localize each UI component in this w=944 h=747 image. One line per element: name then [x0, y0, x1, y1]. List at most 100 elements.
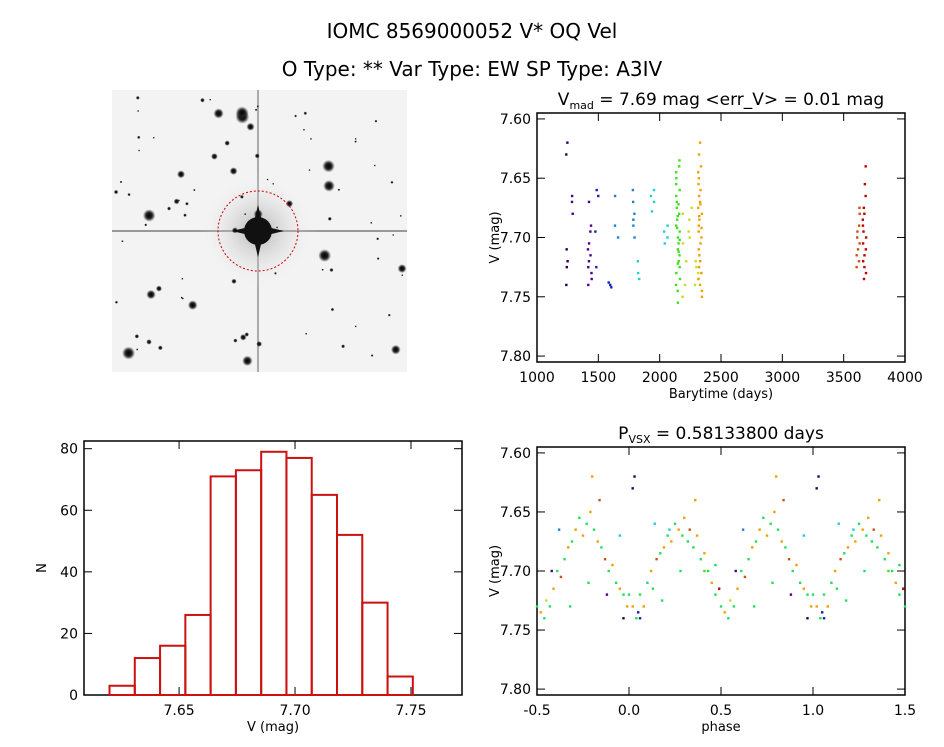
data-point	[784, 546, 786, 548]
star	[400, 215, 402, 217]
data-point	[566, 260, 568, 262]
data-point	[863, 207, 865, 209]
star	[370, 222, 372, 224]
y-tick-label: 7.70	[500, 231, 531, 247]
data-point	[699, 201, 701, 203]
title-subscript: VSX	[628, 433, 651, 446]
data-point	[834, 570, 836, 572]
data-point	[876, 546, 878, 548]
star	[244, 213, 246, 215]
data-point	[714, 593, 716, 595]
data-point	[898, 593, 900, 595]
data-point	[563, 558, 565, 560]
data-point	[677, 251, 679, 253]
x-tick-label: 0.5	[710, 703, 732, 719]
data-point	[549, 605, 551, 607]
data-point	[556, 570, 558, 572]
star	[242, 356, 252, 366]
data-point	[565, 248, 567, 250]
data-point	[742, 528, 744, 530]
data-point	[565, 284, 567, 286]
y-tick-label: 7.60	[500, 112, 531, 128]
star	[329, 268, 333, 272]
data-point	[588, 201, 590, 203]
data-point	[803, 588, 805, 590]
data-point	[639, 617, 641, 619]
data-point	[863, 266, 865, 268]
data-point	[650, 570, 652, 572]
data-point	[858, 260, 860, 262]
star	[213, 108, 223, 118]
data-point	[836, 588, 838, 590]
data-point	[863, 570, 865, 572]
data-point	[632, 224, 634, 226]
data-point	[682, 213, 684, 215]
data-point	[871, 540, 873, 542]
data-point	[766, 534, 768, 536]
data-point	[675, 183, 677, 185]
data-point	[617, 236, 619, 238]
data-point	[653, 201, 655, 203]
x-axis-label: V (mag)	[247, 720, 299, 735]
data-point	[827, 605, 829, 607]
data-point	[697, 207, 699, 209]
star	[146, 290, 155, 299]
star	[136, 348, 138, 350]
y-tick-label: 7.70	[500, 564, 531, 580]
star	[178, 199, 180, 201]
data-point	[679, 278, 681, 280]
data-point	[823, 593, 825, 595]
data-point	[698, 177, 700, 179]
data-point	[795, 564, 797, 566]
data-point	[675, 284, 677, 286]
data-point	[850, 534, 852, 536]
data-point	[585, 523, 587, 525]
data-point	[659, 552, 661, 554]
x-tick-label: 1500	[581, 370, 617, 386]
x-tick-label: 2500	[703, 370, 739, 386]
data-point	[677, 248, 679, 250]
data-point	[638, 278, 640, 280]
data-point	[698, 195, 700, 197]
data-point	[718, 588, 720, 590]
data-point	[688, 219, 690, 221]
data-point	[762, 517, 764, 519]
data-point	[847, 546, 849, 548]
data-point	[614, 224, 616, 226]
x-tick-label: 7.75	[395, 703, 426, 719]
data-point	[862, 260, 864, 262]
data-point	[595, 189, 597, 191]
data-point	[788, 558, 790, 560]
star	[322, 269, 324, 271]
data-point	[865, 248, 867, 250]
x-tick-label: 1000	[519, 370, 555, 386]
star	[322, 160, 334, 172]
data-point	[701, 290, 703, 292]
star	[143, 209, 155, 221]
data-point	[898, 564, 900, 566]
star	[272, 183, 274, 185]
star	[114, 190, 118, 194]
data-point	[637, 611, 639, 613]
data-point	[588, 260, 590, 262]
data-point	[862, 230, 864, 232]
data-point	[552, 588, 554, 590]
data-point	[683, 517, 685, 519]
data-point	[815, 487, 817, 489]
data-point	[698, 254, 700, 256]
data-point	[587, 582, 589, 584]
star	[310, 138, 312, 140]
data-point	[666, 534, 668, 536]
data-point	[679, 189, 681, 191]
data-point	[697, 183, 699, 185]
data-point	[769, 523, 771, 525]
data-point	[703, 552, 705, 554]
data-point	[676, 219, 678, 221]
data-point	[697, 272, 699, 274]
star	[144, 223, 147, 226]
data-point	[867, 517, 869, 519]
data-point	[677, 242, 679, 244]
star	[224, 140, 229, 145]
data-point	[587, 284, 589, 286]
data-point	[864, 183, 866, 185]
